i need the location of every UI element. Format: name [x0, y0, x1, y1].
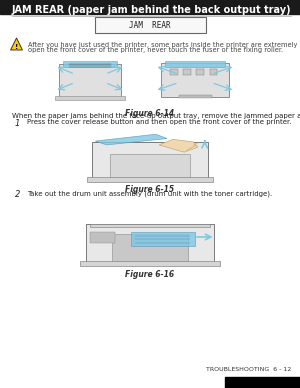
Text: Figure 6-14: Figure 6-14: [125, 109, 175, 118]
Text: 2: 2: [15, 190, 20, 199]
FancyBboxPatch shape: [90, 178, 210, 182]
Text: Figure 6-15: Figure 6-15: [125, 185, 175, 194]
Bar: [225, 377, 300, 388]
FancyBboxPatch shape: [130, 232, 195, 246]
FancyBboxPatch shape: [86, 224, 214, 264]
FancyBboxPatch shape: [63, 61, 117, 67]
FancyBboxPatch shape: [196, 69, 204, 75]
FancyBboxPatch shape: [59, 64, 121, 99]
Text: Figure 6-16: Figure 6-16: [125, 270, 175, 279]
FancyBboxPatch shape: [165, 61, 225, 66]
FancyBboxPatch shape: [170, 69, 178, 75]
Text: Take out the drum unit assembly (drum unit with the toner cartridge).: Take out the drum unit assembly (drum un…: [27, 190, 272, 197]
FancyBboxPatch shape: [178, 95, 212, 98]
FancyBboxPatch shape: [89, 223, 211, 227]
Text: open the front cover of the printer, never touch the fuser or the fixing roller.: open the front cover of the printer, nev…: [28, 47, 284, 52]
Text: JAM REAR (paper jam behind the back output tray): JAM REAR (paper jam behind the back outp…: [12, 5, 292, 15]
Polygon shape: [159, 139, 198, 152]
FancyBboxPatch shape: [183, 69, 191, 75]
Polygon shape: [11, 38, 22, 50]
FancyBboxPatch shape: [89, 232, 115, 243]
FancyBboxPatch shape: [110, 154, 190, 178]
FancyBboxPatch shape: [87, 177, 213, 182]
FancyBboxPatch shape: [55, 96, 125, 100]
FancyBboxPatch shape: [161, 63, 229, 97]
Text: TROUBLESHOOTING  6 - 12: TROUBLESHOOTING 6 - 12: [206, 367, 291, 372]
Polygon shape: [95, 134, 167, 145]
Text: !: !: [15, 44, 18, 50]
Text: 1: 1: [15, 119, 20, 128]
FancyBboxPatch shape: [209, 69, 217, 75]
FancyBboxPatch shape: [92, 142, 208, 180]
Text: When the paper jams behind the face-up output tray, remove the jammed paper as f: When the paper jams behind the face-up o…: [12, 113, 300, 118]
Text: Press the cover release button and then open the front cover of the printer.: Press the cover release button and then …: [27, 119, 292, 125]
Bar: [0, 0, 300, 14]
FancyBboxPatch shape: [94, 17, 206, 33]
FancyBboxPatch shape: [112, 234, 188, 261]
Text: JAM  REAR: JAM REAR: [129, 21, 171, 30]
FancyBboxPatch shape: [80, 261, 220, 266]
Text: After you have just used the printer, some parts inside the printer are extremel: After you have just used the printer, so…: [28, 42, 300, 47]
